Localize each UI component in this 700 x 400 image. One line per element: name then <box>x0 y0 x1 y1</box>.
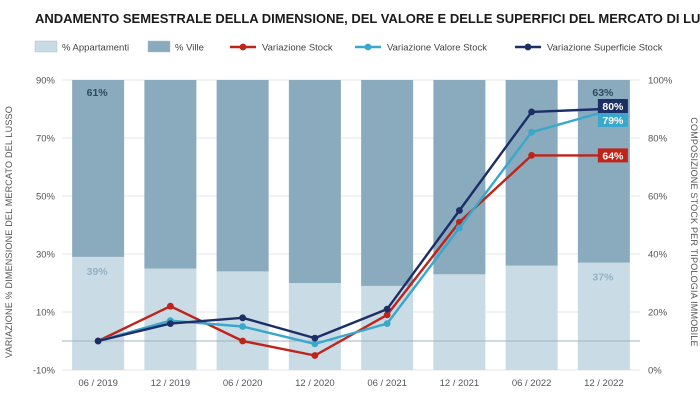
legend-marker <box>239 43 247 51</box>
series-lines <box>94 105 608 359</box>
legend-label: Variazione Superficie Stock <box>547 43 663 54</box>
legend-swatch <box>147 40 171 53</box>
x-tick-label: 06 / 2021 <box>367 378 407 389</box>
end-label-box <box>597 148 628 163</box>
right-tick-label: 0% <box>648 366 662 377</box>
series-point <box>166 302 174 310</box>
right-tick-label: 100% <box>648 76 673 87</box>
series-point <box>239 323 247 330</box>
end-value-label: 79% <box>602 115 624 127</box>
bar-appartamenti <box>433 274 486 370</box>
x-tick-label: 12 / 2021 <box>440 378 480 389</box>
bars <box>72 80 630 370</box>
bar-ville <box>288 80 341 283</box>
legend-label: Variazione Stock <box>262 43 333 54</box>
bar-ville <box>361 80 414 286</box>
bar-value-label: 39% <box>87 266 109 278</box>
series-line-3 <box>97 107 604 343</box>
left-tick-label: 70% <box>36 134 56 145</box>
legend-label: Variazione Valore Stock <box>387 43 487 54</box>
series-point <box>239 337 247 345</box>
left-axis-ticks: -10% 10% 30% 50% 70% 90% <box>33 76 56 377</box>
series-point <box>311 352 319 359</box>
chart-title: ANDAMENTO SEMESTRALE DELLA DIMENSIONE, D… <box>35 11 700 26</box>
series-point <box>94 337 102 345</box>
right-tick-label: 40% <box>648 250 668 261</box>
series-line-1 <box>97 154 604 357</box>
left-axis-title: VARIAZIONE % DIMENSIONE DEL MERCATO DEL … <box>4 106 14 358</box>
series-point <box>455 207 463 214</box>
end-value-label: 80% <box>602 101 624 113</box>
series-point <box>311 334 319 342</box>
end-label-box <box>597 99 628 113</box>
right-axis-ticks: 0% 20% 40% 60% 80% 100% <box>648 76 673 377</box>
bar-ville <box>144 80 197 269</box>
bar-ville <box>433 80 486 275</box>
bar-ville <box>72 80 125 257</box>
x-axis-ticks: 06 / 2019 12 / 2019 06 / 2020 12 / 2020 06 /… <box>78 378 623 389</box>
legend-label: % Appartamenti <box>62 43 129 54</box>
series-point <box>455 224 463 232</box>
left-tick-label: 50% <box>36 192 56 203</box>
series-point <box>383 320 391 327</box>
end-value-labels: 80% 79% 64% <box>597 99 628 163</box>
right-tick-label: 80% <box>648 134 668 145</box>
bar-value-label: 63% <box>592 87 614 99</box>
legend-marker <box>364 43 372 51</box>
series-point <box>528 108 536 116</box>
series-point <box>528 128 536 136</box>
left-tick-label: 10% <box>36 308 56 319</box>
bar-ville <box>216 80 269 272</box>
legend-marker <box>524 43 532 51</box>
series-point <box>383 311 391 319</box>
end-value-label: 64% <box>602 150 624 162</box>
left-tick-label: -10% <box>33 366 56 377</box>
left-tick-label: 30% <box>36 250 56 261</box>
left-tick-label: 90% <box>36 76 56 87</box>
series-point <box>166 320 174 327</box>
right-axis-title: COMPOSIZIONE STOCK PER TIPOLOGIA IMMOBIL… <box>689 117 699 346</box>
x-tick-label: 12 / 2022 <box>584 378 624 389</box>
right-tick-label: 60% <box>648 192 668 203</box>
bar-value-label: 37% <box>592 272 614 284</box>
series-point <box>311 340 319 348</box>
bar-appartamenti <box>72 256 125 370</box>
series-point <box>528 152 536 159</box>
x-tick-label: 06 / 2020 <box>223 378 263 389</box>
x-tick-label: 06 / 2022 <box>512 378 552 389</box>
x-tick-label: 12 / 2019 <box>151 378 191 389</box>
x-tick-label: 06 / 2019 <box>78 378 118 389</box>
bar-appartamenti <box>577 262 630 370</box>
end-label-box <box>597 113 628 127</box>
bar-appartamenti <box>505 265 558 370</box>
bar-value-label: 61% <box>87 87 109 99</box>
series-point <box>239 314 247 322</box>
series-point <box>383 305 391 313</box>
legend-swatch <box>34 40 58 53</box>
bar-value-labels: 61% 39% 63% 37% <box>87 87 614 284</box>
legend-label: % Ville <box>175 43 204 54</box>
right-tick-label: 20% <box>648 308 668 319</box>
legend: % Appartamenti % Ville Variazione Stock Var… <box>34 40 663 54</box>
x-tick-label: 12 / 2020 <box>295 378 335 389</box>
